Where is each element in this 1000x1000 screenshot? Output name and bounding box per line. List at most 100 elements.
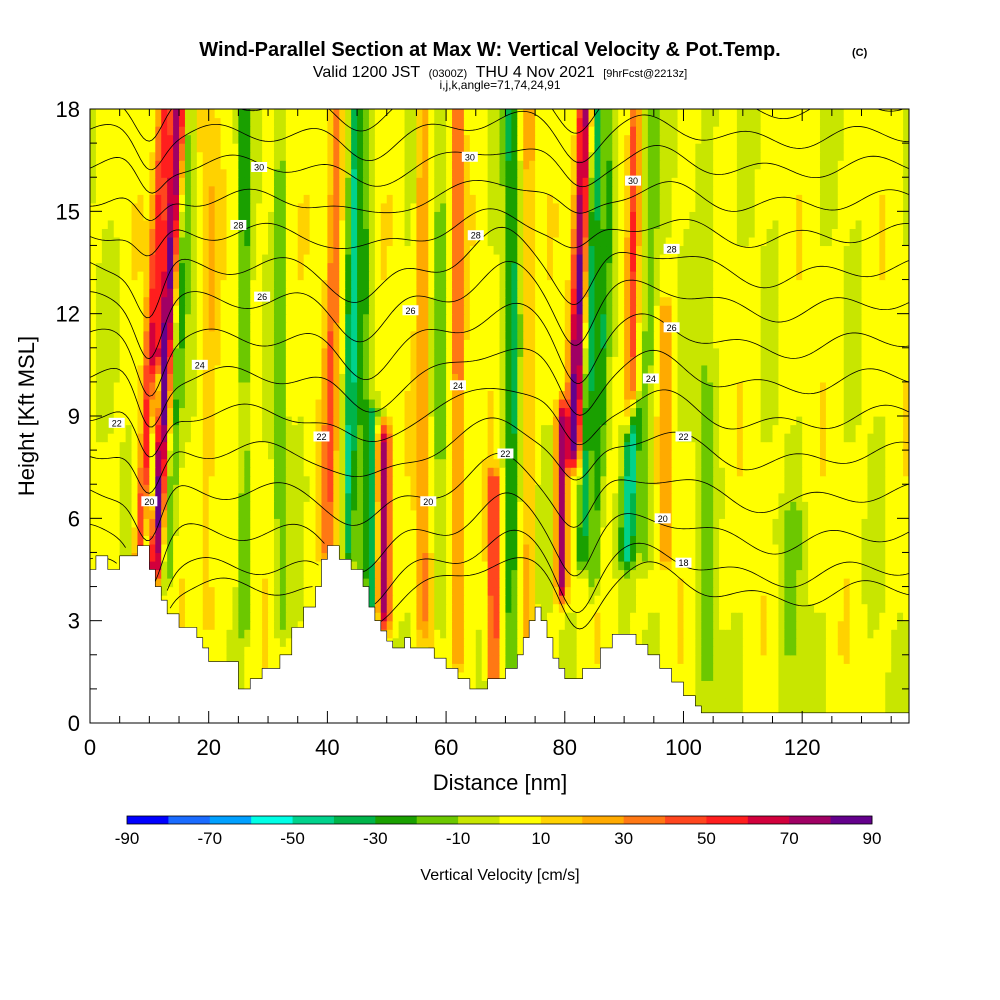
- velocity-cell: [825, 441, 833, 451]
- velocity-cell: [772, 424, 780, 434]
- velocity-cell: [452, 509, 459, 519]
- velocity-cell: [837, 578, 845, 588]
- velocity-cell: [535, 433, 542, 443]
- velocity-cell: [576, 637, 584, 647]
- velocity-cell: [748, 424, 756, 434]
- velocity-cell: [119, 492, 127, 502]
- velocity-cell: [339, 552, 346, 562]
- velocity-cell: [725, 612, 732, 622]
- velocity-cell: [879, 424, 886, 434]
- velocity-cell: [849, 671, 857, 681]
- velocity-cell: [440, 629, 447, 639]
- velocity-cell: [825, 629, 833, 639]
- velocity-cell: [285, 509, 293, 519]
- velocity-cell: [351, 484, 358, 494]
- velocity-cell: [487, 450, 495, 460]
- velocity-cell: [143, 467, 150, 477]
- velocity-cell: [558, 603, 566, 613]
- velocity-cell: [220, 509, 228, 519]
- velocity-cell: [475, 509, 483, 519]
- velocity-cell: [576, 552, 584, 562]
- velocity-cell: [452, 526, 459, 536]
- velocity-cell: [582, 663, 590, 673]
- velocity-cell: [778, 569, 785, 579]
- velocity-cell: [392, 586, 400, 596]
- velocity-cell: [208, 484, 216, 494]
- velocity-cell: [357, 441, 364, 451]
- velocity-cell: [677, 450, 685, 460]
- velocity-cell: [760, 450, 768, 460]
- velocity-cell: [363, 569, 370, 579]
- velocity-cell: [398, 595, 406, 605]
- velocity-cell: [748, 501, 756, 511]
- velocity-cell: [689, 595, 696, 605]
- velocity-cell: [309, 467, 317, 477]
- velocity-cell: [760, 578, 768, 588]
- velocity-cell: [707, 475, 714, 485]
- velocity-cell: [695, 543, 702, 554]
- velocity-cell: [618, 458, 625, 468]
- velocity-cell: [440, 535, 447, 545]
- velocity-cell: [867, 458, 874, 468]
- velocity-cell: [90, 467, 97, 477]
- velocity-cell: [256, 637, 263, 647]
- velocity-cell: [244, 578, 251, 588]
- velocity-cell: [487, 595, 495, 605]
- velocity-cell: [149, 416, 156, 426]
- velocity-cell: [653, 586, 661, 596]
- velocity-cell: [760, 595, 768, 605]
- velocity-cell: [552, 441, 560, 451]
- velocity-cell: [262, 441, 269, 451]
- velocity-cell: [837, 671, 845, 681]
- velocity-cell: [529, 467, 536, 477]
- velocity-cell: [481, 680, 489, 690]
- velocity-cell: [256, 424, 263, 434]
- velocity-cell: [517, 578, 524, 588]
- velocity-cell: [285, 543, 293, 554]
- velocity-cell: [683, 535, 691, 545]
- velocity-cell: [303, 569, 311, 579]
- velocity-cell: [671, 671, 679, 681]
- velocity-cell: [701, 637, 708, 647]
- velocity-cell: [636, 637, 643, 647]
- velocity-cell: [487, 578, 495, 588]
- velocity-cell: [226, 595, 234, 605]
- velocity-cell: [885, 637, 892, 647]
- velocity-cell: [665, 535, 673, 545]
- velocity-cell: [250, 646, 257, 656]
- velocity-cell: [351, 450, 358, 460]
- velocity-cell: [208, 629, 216, 639]
- velocity-cell: [214, 407, 222, 417]
- velocity-cell: [469, 501, 477, 511]
- velocity-cell: [879, 654, 886, 664]
- velocity-cell: [481, 492, 489, 502]
- velocity-cell: [594, 603, 601, 613]
- velocity-cell: [161, 475, 168, 485]
- velocity-cell: [416, 424, 423, 434]
- velocity-cell: [701, 671, 708, 681]
- velocity-cell: [903, 612, 909, 622]
- velocity-cell: [173, 560, 180, 571]
- velocity-cell: [173, 543, 180, 554]
- velocity-cell: [90, 441, 97, 451]
- velocity-cell: [101, 416, 109, 426]
- velocity-cell: [374, 535, 382, 545]
- velocity-cell: [440, 501, 447, 511]
- velocity-cell: [279, 484, 287, 494]
- velocity-cell: [529, 595, 536, 605]
- velocity-cell: [517, 458, 524, 468]
- velocity-cell: [463, 560, 471, 571]
- velocity-cell: [297, 552, 305, 562]
- velocity-cell: [250, 424, 257, 434]
- velocity-cell: [819, 467, 827, 477]
- velocity-cell: [380, 424, 388, 434]
- velocity-cell: [179, 595, 186, 605]
- velocity-cell: [903, 654, 909, 664]
- velocity-cell: [535, 595, 542, 605]
- velocity-cell: [766, 543, 774, 554]
- velocity-cell: [315, 552, 323, 562]
- velocity-cell: [659, 612, 667, 622]
- velocity-cell: [808, 424, 815, 434]
- velocity-cell: [463, 433, 471, 443]
- velocity-cell: [879, 671, 886, 681]
